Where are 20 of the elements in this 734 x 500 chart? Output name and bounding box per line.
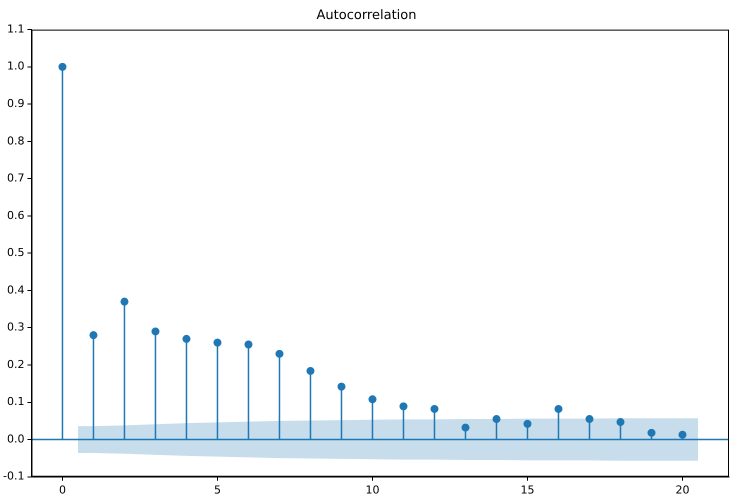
y-tick-label: 0.7 <box>6 172 24 185</box>
y-tick-label: 0.4 <box>6 283 24 296</box>
chart-title: Autocorrelation <box>316 8 416 24</box>
y-tick-label: 0.3 <box>6 320 24 334</box>
y-tick-label: 0.8 <box>6 134 24 148</box>
x-tick-label: 20 <box>675 483 690 496</box>
y-tick-label: 1.0 <box>6 60 24 73</box>
y-tick-label: 0.6 <box>6 208 24 222</box>
y-tick-label: 0.9 <box>6 96 24 110</box>
x-tick-label: 10 <box>365 483 380 496</box>
y-tick-label: 0.2 <box>6 358 24 371</box>
x-tick-label: 5 <box>214 483 221 496</box>
x-tick-label: 0 <box>58 483 66 496</box>
point <box>461 424 470 432</box>
y-tick-label: 0.5 <box>6 246 24 260</box>
y-tick-label: 0.0 <box>6 432 24 446</box>
x-tick-label: 15 <box>520 483 534 496</box>
y-tick-label: 1.1 <box>6 22 24 36</box>
y-tick-label: 0.1 <box>6 395 24 408</box>
y-tick-label: -0.1 <box>2 470 24 483</box>
